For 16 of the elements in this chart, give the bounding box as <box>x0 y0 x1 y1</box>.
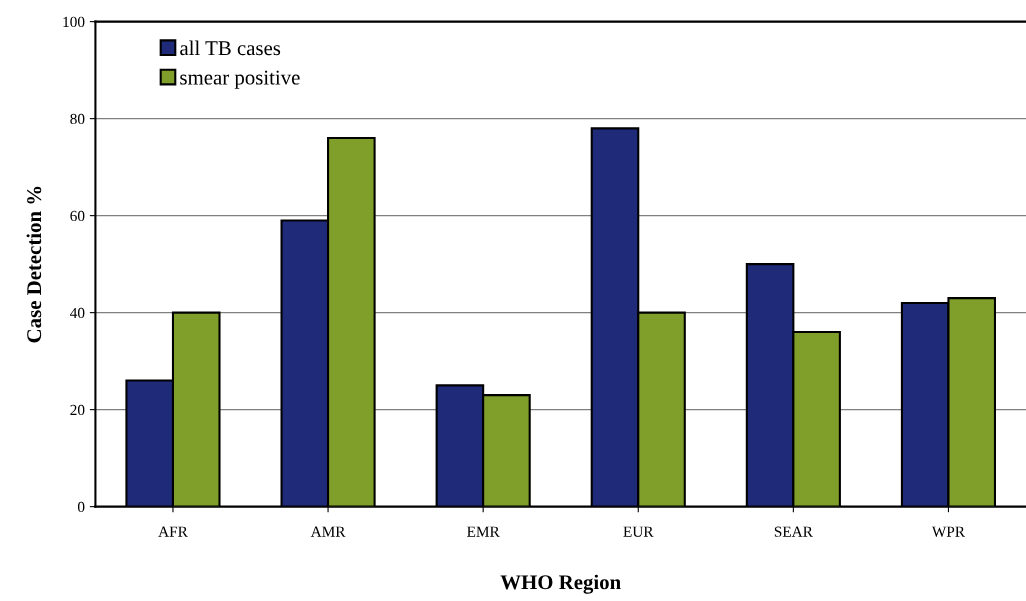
y-axis-title: Case Detection % <box>26 186 42 343</box>
y-tick-label: 0 <box>77 501 85 513</box>
y-tick-label: 20 <box>70 404 85 416</box>
x-axis-title: WHO Region <box>500 574 621 594</box>
x-tick-label: AFR <box>158 526 188 537</box>
legend-label: all TB cases <box>180 40 281 56</box>
x-tick-label: AMR <box>310 526 346 537</box>
y-tick-label: 100 <box>63 16 85 28</box>
legend-label: smear positive <box>180 70 300 89</box>
y-tick-label: 40 <box>70 307 85 319</box>
y-tick-label: 60 <box>70 210 85 222</box>
x-tick-label: SEAR <box>774 526 813 537</box>
x-tick-label: WPR <box>931 526 965 537</box>
x-tick-label: EMR <box>467 526 500 537</box>
x-tick-label: EUR <box>623 526 654 537</box>
y-tick-label: 80 <box>70 113 85 125</box>
